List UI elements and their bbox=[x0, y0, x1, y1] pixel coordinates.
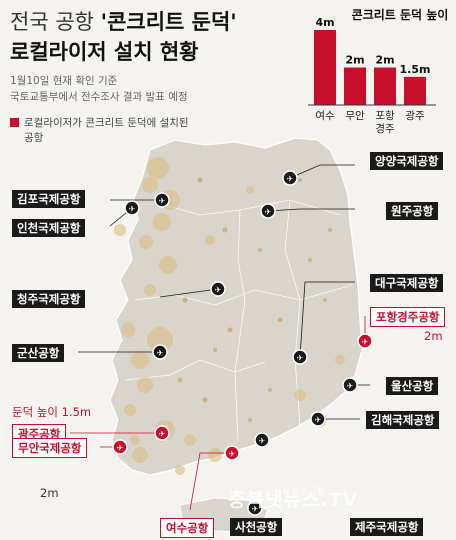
bar-3 bbox=[404, 76, 426, 105]
note-pohang-height: 2m bbox=[424, 329, 443, 343]
airport-marker-gimhae: ✈ bbox=[310, 411, 326, 427]
chart-title: 콘크리트 둔덕 높이 bbox=[351, 8, 449, 22]
label-gimpo: 김포국제공항 bbox=[12, 190, 86, 208]
page-title-line1: 전국 공항 '콘크리트 둔덕' bbox=[10, 6, 237, 36]
bar-category-label-3: 광주 bbox=[405, 110, 425, 122]
label-yangyang: 양양국제공항 bbox=[370, 152, 444, 170]
svg-text:✈: ✈ bbox=[252, 505, 259, 514]
label-incheon: 인천국제공항 bbox=[12, 219, 86, 237]
airport-marker-gwangju: ✈ bbox=[154, 425, 170, 441]
svg-text:✈: ✈ bbox=[347, 382, 354, 391]
subtitle-date: 1월10일 현재 확인 기준 bbox=[10, 75, 118, 87]
legend-text: 로컬라이저가 콘크리트 둔덕에 설치된 공항 bbox=[24, 117, 189, 144]
bar-chart: 4m 여수 2m 무안 2m 포항 경주 1.5m 광주 bbox=[308, 16, 436, 135]
label-pohang: 포항경주공항 bbox=[370, 307, 446, 327]
label-sacheon: 사천공항 bbox=[230, 518, 283, 536]
label-wonju: 원주공항 bbox=[386, 202, 439, 220]
page-title-line2: 로컬라이저 설치 현황 bbox=[10, 40, 199, 64]
label-gimhae: 김해국제공항 bbox=[366, 411, 440, 429]
svg-text:✈: ✈ bbox=[362, 338, 369, 347]
airport-marker-yeosu: ✈ bbox=[224, 445, 240, 461]
svg-text:✈: ✈ bbox=[287, 175, 294, 184]
label-gunsan: 군산공항 bbox=[12, 344, 65, 362]
airport-marker-daegu: ✈ bbox=[292, 349, 308, 365]
small-dots bbox=[177, 177, 332, 422]
bar-1 bbox=[344, 67, 366, 105]
airport-marker-cheongju: ✈ bbox=[210, 281, 226, 297]
label-cheongju: 청주국제공항 bbox=[12, 290, 86, 308]
svg-text:✈: ✈ bbox=[159, 430, 166, 439]
svg-text:✈: ✈ bbox=[265, 208, 272, 217]
title-plain: 전국 공항 bbox=[10, 10, 101, 34]
label-daegu: 대구국제공항 bbox=[370, 274, 444, 292]
bar-category-label-2: 포항 경주 bbox=[375, 110, 395, 135]
subtitle-note: 국토교통부에서 전수조사 결과 발표 예정 bbox=[10, 91, 188, 103]
svg-text:✈: ✈ bbox=[117, 444, 124, 453]
airport-marker-ulsan: ✈ bbox=[342, 377, 358, 393]
svg-text:✈: ✈ bbox=[159, 197, 166, 206]
label-ulsan: 울산공항 bbox=[386, 377, 439, 395]
legend-swatch bbox=[10, 118, 19, 127]
label-jeju: 제주국제공항 bbox=[350, 518, 424, 536]
bar-value-label-1: 2m bbox=[345, 54, 364, 67]
bar-value-label-3: 1.5m bbox=[400, 63, 431, 76]
airport-marker-jeju: ✈ bbox=[247, 500, 263, 516]
svg-text:✈: ✈ bbox=[157, 349, 164, 358]
svg-text:✈: ✈ bbox=[259, 437, 266, 446]
bar-value-label-0: 4m bbox=[315, 16, 334, 29]
svg-text:✈: ✈ bbox=[297, 354, 304, 363]
svg-text:✈: ✈ bbox=[315, 416, 322, 425]
bar-0 bbox=[314, 30, 336, 105]
bar-category-label-1: 무안 bbox=[345, 110, 365, 122]
airport-marker-sacheon: ✈ bbox=[254, 432, 270, 448]
airport-marker-yangyang: ✈ bbox=[282, 170, 298, 186]
airport-marker-gunsan: ✈ bbox=[152, 344, 168, 360]
airport-markers: ✈ ✈ ✈ ✈ ✈ ✈ ✈ ✈ ✈ ✈ ✈ ✈ ✈ ✈ ✈ bbox=[112, 170, 373, 516]
label-muan: 무안국제공항 bbox=[12, 438, 88, 458]
svg-text:✈: ✈ bbox=[215, 286, 222, 295]
airport-marker-pohang: ✈ bbox=[357, 333, 373, 349]
airport-marker-muan: ✈ bbox=[112, 439, 128, 455]
airport-marker-incheon: ✈ bbox=[124, 200, 140, 216]
airport-marker-gimpo: ✈ bbox=[154, 192, 170, 208]
svg-text:✈: ✈ bbox=[229, 450, 236, 459]
note-gwangju-height: 둔덕 높이 1.5m bbox=[12, 405, 92, 419]
bar-value-label-2: 2m bbox=[375, 54, 394, 67]
svg-text:✈: ✈ bbox=[129, 205, 136, 214]
airport-marker-wonju: ✈ bbox=[260, 203, 276, 219]
watermark: 충북넷뉴스.TV bbox=[228, 489, 359, 511]
title-highlight: '콘크리트 둔덕' bbox=[100, 10, 237, 34]
bar-category-label-0: 여수 bbox=[315, 110, 335, 122]
watermark-small: K 뉴스그룹 bbox=[283, 487, 325, 497]
label-yeosu: 여수공항 bbox=[160, 518, 215, 538]
note-muan-height: 2m bbox=[40, 486, 59, 500]
bar-2 bbox=[374, 67, 396, 105]
